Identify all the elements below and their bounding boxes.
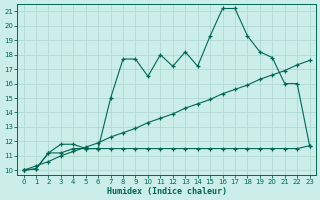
X-axis label: Humidex (Indice chaleur): Humidex (Indice chaleur) bbox=[107, 187, 227, 196]
